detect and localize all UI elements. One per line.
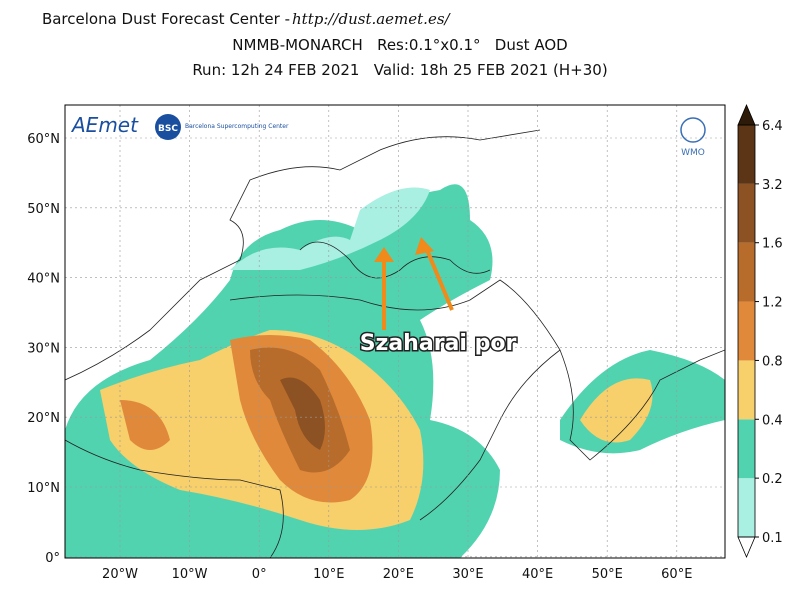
colorbar-label: 1.2	[762, 296, 783, 311]
lat-label: 40°N	[27, 272, 60, 287]
wmo-logo: WMO	[681, 148, 705, 158]
colorbar-segment	[738, 419, 755, 479]
colorbar-bottom	[737, 536, 756, 559]
colorbar-segment	[738, 183, 755, 243]
lat-label: 60°N	[27, 132, 60, 147]
subtitle: NMMB-MONARCH Res:0.1°x0.1° Dust AOD	[232, 36, 567, 54]
lat-label: 30°N	[27, 341, 60, 356]
colorbar-label: 3.2	[762, 178, 783, 193]
lon-label: 30°E	[452, 567, 483, 582]
colorbar-label: 0.2	[762, 472, 783, 487]
lon-label: 10°W	[172, 567, 208, 582]
colorbar-top	[737, 103, 756, 126]
title: Barcelona Dust Forecast Center -	[42, 10, 290, 28]
lon-label: 20°W	[102, 567, 138, 582]
lon-label: 10°E	[313, 567, 344, 582]
colorbar-label: 0.1	[762, 531, 783, 546]
colorbar-segment	[738, 125, 755, 184]
lon-label: 20°E	[383, 567, 414, 582]
lat-label: 50°N	[27, 202, 60, 217]
lon-label: 50°E	[592, 567, 623, 582]
colorbar-label: 0.8	[762, 354, 783, 369]
colorbar-segment	[738, 242, 755, 302]
aemet-logo: AEmet	[70, 113, 139, 137]
colorbar-segment	[738, 478, 755, 537]
lat-label: 20°N	[27, 411, 60, 426]
colorbar-label: 0.4	[762, 413, 783, 428]
colorbar-segment	[738, 301, 755, 361]
colorbar-segment	[738, 360, 755, 420]
bsc-logo: BSC	[158, 124, 178, 134]
annotation: Szaharai por	[360, 331, 517, 356]
colorbar-frame	[737, 124, 756, 538]
colorbar-label: 6.4	[762, 119, 783, 134]
colorbar-label: 1.6	[762, 237, 783, 252]
url: http://dust.aemet.es/	[292, 10, 452, 28]
bsc-name: Barcelona Supercomputing Center	[185, 123, 289, 130]
lon-label: 40°E	[522, 567, 553, 582]
run-info: Run: 12h 24 FEB 2021 Valid: 18h 25 FEB 2…	[192, 61, 607, 79]
lon-label: 60°E	[661, 567, 692, 582]
lat-label: 0°	[45, 551, 60, 566]
lon-label: 0°	[252, 567, 267, 582]
map-area: Szaharai por AEmet BSC Barcelona Superco…	[65, 105, 725, 558]
lat-label: 10°N	[27, 481, 60, 496]
